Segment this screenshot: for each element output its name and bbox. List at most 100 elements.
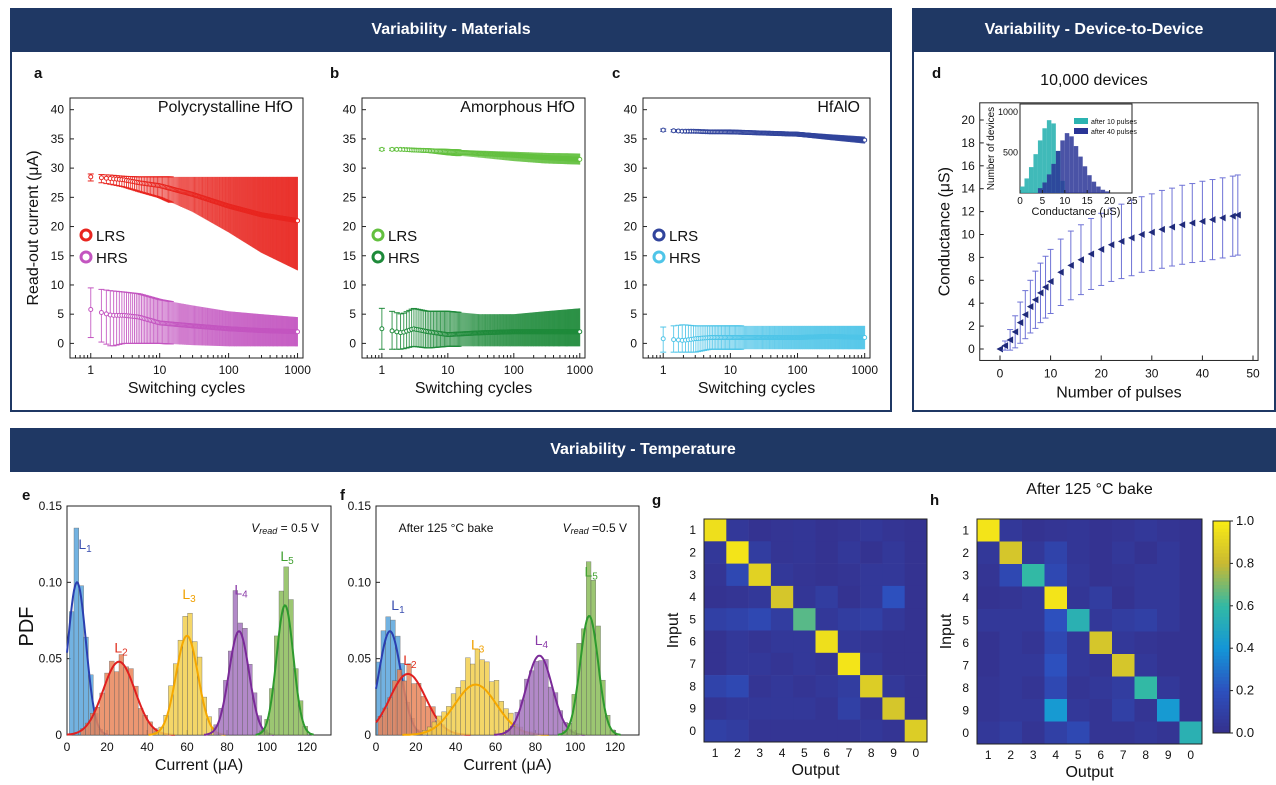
panel-h-cell — [977, 609, 1000, 632]
panel-a-ylabel: Read-out current (μA) — [25, 150, 42, 305]
panel-d-point — [1077, 256, 1084, 264]
panel-d-point — [1234, 211, 1241, 219]
panel-g-cell — [815, 652, 839, 676]
colorbar-segment — [1213, 538, 1230, 543]
panel-g-cell — [860, 675, 883, 698]
panel-h-cell — [1089, 586, 1113, 610]
panel-b-point — [379, 326, 385, 332]
panel-g-cell — [726, 563, 749, 587]
panel-d-point — [1001, 342, 1009, 350]
panel-h-cell — [1044, 519, 1068, 542]
panel-d-point — [1036, 289, 1044, 297]
panel-h-cell — [1157, 631, 1180, 655]
panel-a-ytick-label: 20 — [51, 220, 65, 234]
panel-a-ytick-label: 10 — [51, 278, 65, 292]
panel-b-legend-label-lrs: LRS — [388, 228, 417, 245]
panel-g-cell — [704, 652, 727, 676]
panel-g-cell — [726, 697, 749, 720]
panel-g-ytick-label: 4 — [689, 590, 696, 604]
panel-c-point — [671, 128, 677, 134]
panel-c-ytick-label: 15 — [624, 249, 638, 263]
panel-h-ytick-label: 9 — [962, 703, 969, 717]
panel-g-xtick-label: 3 — [756, 746, 763, 760]
panel-f-xlabel: Current (μA) — [463, 757, 551, 774]
panel-f-hist-bar — [586, 561, 592, 736]
colorbar-segment — [1213, 729, 1230, 734]
panel-h-cell — [1089, 676, 1113, 700]
colorbar-segment — [1213, 623, 1230, 628]
panel-g-cell — [793, 608, 816, 631]
panel-c-ytick-label: 40 — [624, 103, 638, 117]
panel-h-cell — [1022, 609, 1045, 632]
panel-h-cell — [999, 519, 1023, 542]
panel-g-cell — [815, 608, 839, 631]
panel-h-cell — [1134, 654, 1158, 677]
panel-c-ytick-label: 25 — [624, 190, 638, 204]
panel-h-ytick-label: 5 — [962, 613, 969, 627]
panel-g-cell — [748, 585, 772, 609]
colorbar-segment — [1213, 637, 1230, 642]
panel-f-label-L1: L1 — [391, 597, 405, 616]
panel-g-cell — [904, 563, 928, 587]
panel-h-cell — [977, 721, 1000, 745]
panel-h-cell — [1134, 519, 1158, 542]
panel-h-xtick-label: 3 — [1030, 748, 1037, 762]
panel-f-xtick-label: 120 — [605, 740, 625, 754]
panel-d-point — [1011, 328, 1019, 336]
panel-c-ytick-label: 5 — [630, 307, 637, 321]
panel-h-cell — [1179, 586, 1203, 610]
panel-h-cell — [1179, 654, 1203, 677]
panel-d-point — [1026, 303, 1034, 311]
colorbar-segment — [1213, 556, 1230, 561]
panel-d-inset-xtick-label: 25 — [1126, 196, 1138, 207]
panel-d-inset-xtick-label: 0 — [1017, 196, 1023, 207]
panel-letter-c: c — [612, 65, 620, 82]
panel-f-label-L4: L4 — [535, 632, 549, 651]
panel-e-hist-bar — [123, 666, 129, 736]
panel-e-hist-bar — [283, 566, 289, 736]
panel-f-hist-bar — [470, 663, 476, 736]
panel-e-xtick-label: 80 — [220, 740, 234, 754]
panel-b-xtick-label: 100 — [504, 363, 524, 377]
panel-h-cell — [1157, 609, 1180, 632]
panel-g-ytick-label: 1 — [689, 523, 696, 537]
panel-g-ytick-label: 2 — [689, 545, 696, 559]
panel-g-xtick-label: 6 — [823, 746, 830, 760]
panel-e-label-L4: L4 — [234, 582, 248, 601]
panel-d-inset-bar — [1042, 128, 1047, 193]
panel-h-cell — [1134, 609, 1158, 632]
colorbar-segment — [1213, 598, 1230, 603]
panel-e-label-L1: L1 — [78, 536, 92, 555]
panel-h-cell — [1044, 654, 1068, 677]
panel-letter-e: e — [22, 487, 30, 504]
panel-g-cell — [726, 719, 749, 743]
panel-g-cell — [704, 541, 727, 564]
colorbar-segment — [1213, 634, 1230, 639]
panel-b-point — [577, 329, 583, 335]
colorbar-segment — [1213, 605, 1230, 610]
panel-h-cell — [1044, 676, 1068, 700]
panel-g-cell — [860, 585, 883, 609]
panel-h-cell — [1067, 586, 1090, 610]
panel-g-cell — [904, 652, 928, 676]
panel-c-xtick-label: 1000 — [851, 363, 878, 377]
panel-h-cell — [1022, 519, 1045, 542]
colorbar-tick-label: 0.4 — [1236, 640, 1254, 655]
panel-b-series-hrs — [378, 307, 583, 350]
panel-g-cell — [704, 630, 727, 654]
panel-b-ytick-label: 15 — [343, 249, 357, 263]
panel-d-inset-bar — [1073, 146, 1079, 193]
panel-d-inset-bar — [1087, 175, 1092, 193]
panel-g-cell — [770, 541, 794, 564]
panel-d-inset-bar — [1105, 191, 1110, 193]
colorbar-segment — [1213, 641, 1230, 646]
panel-d-inset-ylabel: Number of devices — [986, 107, 997, 190]
panel-h-cell — [1134, 564, 1158, 587]
panel-f-hist-bar — [460, 680, 466, 736]
panel-h-cell — [999, 609, 1023, 632]
panel-g-cell — [748, 563, 772, 587]
panel-e-ytick-label: 0.10 — [39, 575, 63, 589]
panel-e-hist-bar — [288, 599, 294, 736]
panel-g-cell — [726, 630, 749, 654]
